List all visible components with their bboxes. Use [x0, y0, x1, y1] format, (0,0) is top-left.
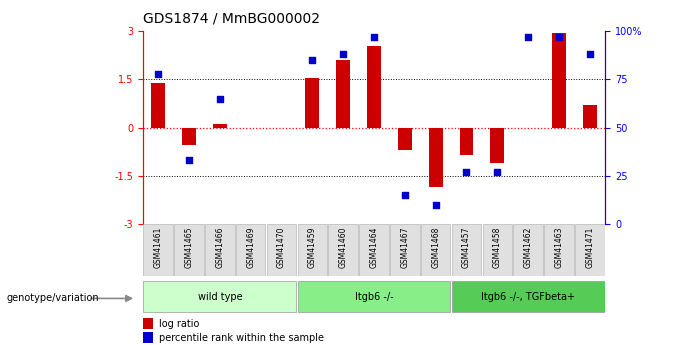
Text: GDS1874 / MmBG000002: GDS1874 / MmBG000002	[143, 12, 320, 26]
Text: percentile rank within the sample: percentile rank within the sample	[159, 333, 324, 343]
Text: GSM41463: GSM41463	[554, 227, 564, 268]
FancyBboxPatch shape	[390, 224, 420, 276]
Text: GSM41470: GSM41470	[277, 227, 286, 268]
Bar	[583, 105, 597, 128]
Bar	[398, 128, 412, 150]
FancyBboxPatch shape	[298, 224, 327, 276]
Text: GSM41467: GSM41467	[401, 227, 409, 268]
Bar	[305, 78, 320, 128]
Text: GSM41465: GSM41465	[184, 227, 194, 268]
Bar	[143, 332, 153, 344]
Text: GSM41462: GSM41462	[524, 227, 532, 268]
FancyBboxPatch shape	[298, 281, 450, 312]
Point	[307, 57, 318, 63]
FancyBboxPatch shape	[143, 224, 173, 276]
FancyBboxPatch shape	[483, 224, 512, 276]
Bar	[552, 33, 566, 128]
Bar	[213, 125, 227, 128]
Point	[461, 169, 472, 175]
Bar	[460, 128, 473, 155]
FancyBboxPatch shape	[452, 281, 605, 312]
FancyBboxPatch shape	[452, 224, 481, 276]
FancyBboxPatch shape	[359, 224, 389, 276]
Point	[214, 96, 225, 101]
Text: GSM41464: GSM41464	[369, 227, 379, 268]
Text: GSM41457: GSM41457	[462, 227, 471, 268]
Point	[584, 51, 595, 57]
Bar	[143, 318, 153, 329]
Point	[492, 169, 503, 175]
FancyBboxPatch shape	[267, 224, 296, 276]
Point	[184, 158, 194, 163]
FancyBboxPatch shape	[513, 224, 543, 276]
Point	[430, 202, 441, 208]
FancyBboxPatch shape	[575, 224, 605, 276]
Point	[369, 34, 379, 40]
FancyBboxPatch shape	[421, 224, 450, 276]
Point	[523, 34, 534, 40]
Text: Itgb6 -/-: Itgb6 -/-	[355, 292, 393, 302]
Point	[399, 193, 410, 198]
Text: GSM41471: GSM41471	[585, 227, 594, 268]
Point	[338, 51, 349, 57]
Bar	[367, 46, 381, 128]
Text: GSM41461: GSM41461	[154, 227, 163, 268]
Bar	[428, 128, 443, 187]
Text: Itgb6 -/-, TGFbeta+: Itgb6 -/-, TGFbeta+	[481, 292, 575, 302]
Text: GSM41459: GSM41459	[308, 227, 317, 268]
Bar	[336, 60, 350, 128]
Text: GSM41458: GSM41458	[493, 227, 502, 268]
FancyBboxPatch shape	[205, 224, 235, 276]
FancyBboxPatch shape	[143, 281, 296, 312]
Text: GSM41469: GSM41469	[246, 227, 255, 268]
Point	[554, 34, 564, 40]
Text: genotype/variation: genotype/variation	[7, 294, 99, 303]
FancyBboxPatch shape	[328, 224, 358, 276]
Bar	[151, 82, 165, 128]
Text: wild type: wild type	[198, 292, 242, 302]
FancyBboxPatch shape	[544, 224, 574, 276]
Point	[153, 71, 164, 76]
Text: GSM41466: GSM41466	[216, 227, 224, 268]
FancyBboxPatch shape	[236, 224, 265, 276]
Bar	[182, 128, 196, 145]
Text: GSM41460: GSM41460	[339, 227, 347, 268]
Text: GSM41468: GSM41468	[431, 227, 440, 268]
Text: log ratio: log ratio	[159, 319, 199, 329]
FancyBboxPatch shape	[174, 224, 204, 276]
Bar	[490, 128, 505, 163]
